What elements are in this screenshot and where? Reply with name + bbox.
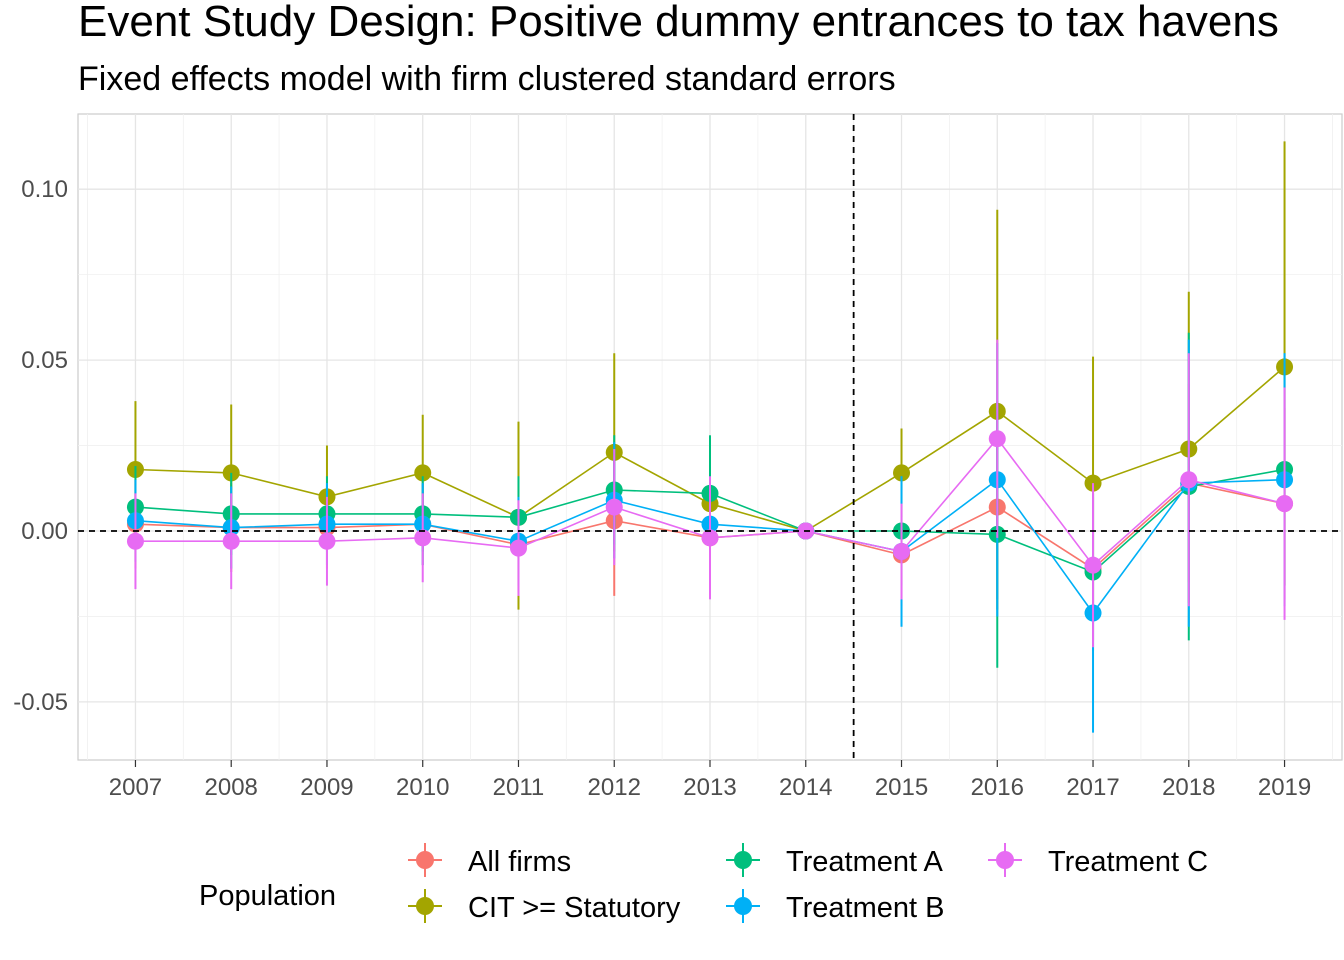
legend-entry: Treatment C [988, 843, 1208, 878]
series-layer [126, 141, 1294, 733]
x-tick-label: 2010 [396, 774, 449, 801]
x-tick-label: 2014 [779, 774, 832, 801]
x-tick-label: 2012 [588, 774, 641, 801]
legend-label: CIT >= Statutory [468, 892, 681, 924]
x-tick-label: 2015 [875, 774, 928, 801]
legend-label: All firms [468, 846, 571, 878]
data-point [414, 529, 432, 547]
data-point [414, 464, 432, 482]
data-point [126, 532, 144, 550]
legend-entry: All firms [408, 843, 571, 878]
data-point [1180, 471, 1198, 489]
data-point [222, 532, 240, 550]
series-treatment-c [126, 339, 1294, 648]
data-point [893, 543, 911, 561]
x-tick-label: 2008 [205, 774, 258, 801]
y-axis: -0.05 0.00 0.05 0.10 [13, 176, 68, 716]
x-tick-label: 2009 [300, 774, 353, 801]
chart-title: Event Study Design: Positive dummy entra… [78, 0, 1279, 46]
legend-entry: Treatment A [726, 843, 944, 878]
legend-label: Treatment A [786, 846, 944, 878]
y-tick-label: 0.05 [21, 347, 68, 374]
legend: Population All firms CIT >= Statutory Trea… [199, 843, 1208, 924]
data-point [1084, 556, 1102, 574]
data-point [509, 539, 527, 557]
legend-key-point [416, 851, 434, 869]
data-point [893, 464, 911, 482]
legend-entry: Treatment B [726, 889, 944, 924]
y-tick-label: 0.10 [21, 176, 68, 203]
y-tick-label: 0.00 [21, 518, 68, 545]
plot-panel [77, 113, 1343, 761]
data-point [1276, 495, 1294, 513]
data-point [701, 529, 719, 547]
legend-entry: CIT >= Statutory [408, 889, 681, 924]
legend-key-point [996, 851, 1014, 869]
minor-gridlines-y [78, 114, 1342, 760]
legend-key-point [734, 897, 752, 915]
legend-key-point [416, 897, 434, 915]
legend-label: Treatment B [786, 892, 944, 924]
data-point [988, 430, 1006, 448]
x-tick-label: 2007 [109, 774, 162, 801]
legend-title: Population [199, 880, 336, 912]
x-tick-label: 2011 [493, 774, 545, 801]
x-axis: 2007 2008 2009 2010 2011 2012 2013 2014 2015 2016… [109, 760, 1311, 801]
legend-key-point [734, 851, 752, 869]
x-tick-label: 2018 [1162, 774, 1215, 801]
x-tick-label: 2019 [1258, 774, 1311, 801]
reference-lines-top [78, 114, 1342, 760]
x-tick-label: 2013 [683, 774, 736, 801]
x-tick-label: 2017 [1066, 774, 1119, 801]
y-tick-label: -0.05 [13, 689, 68, 716]
legend-label: Treatment C [1048, 846, 1208, 878]
x-tick-label: 2016 [971, 774, 1024, 801]
data-point [318, 532, 336, 550]
data-point [605, 498, 623, 516]
chart-subtitle: Fixed effects model with firm clustered … [78, 60, 896, 98]
